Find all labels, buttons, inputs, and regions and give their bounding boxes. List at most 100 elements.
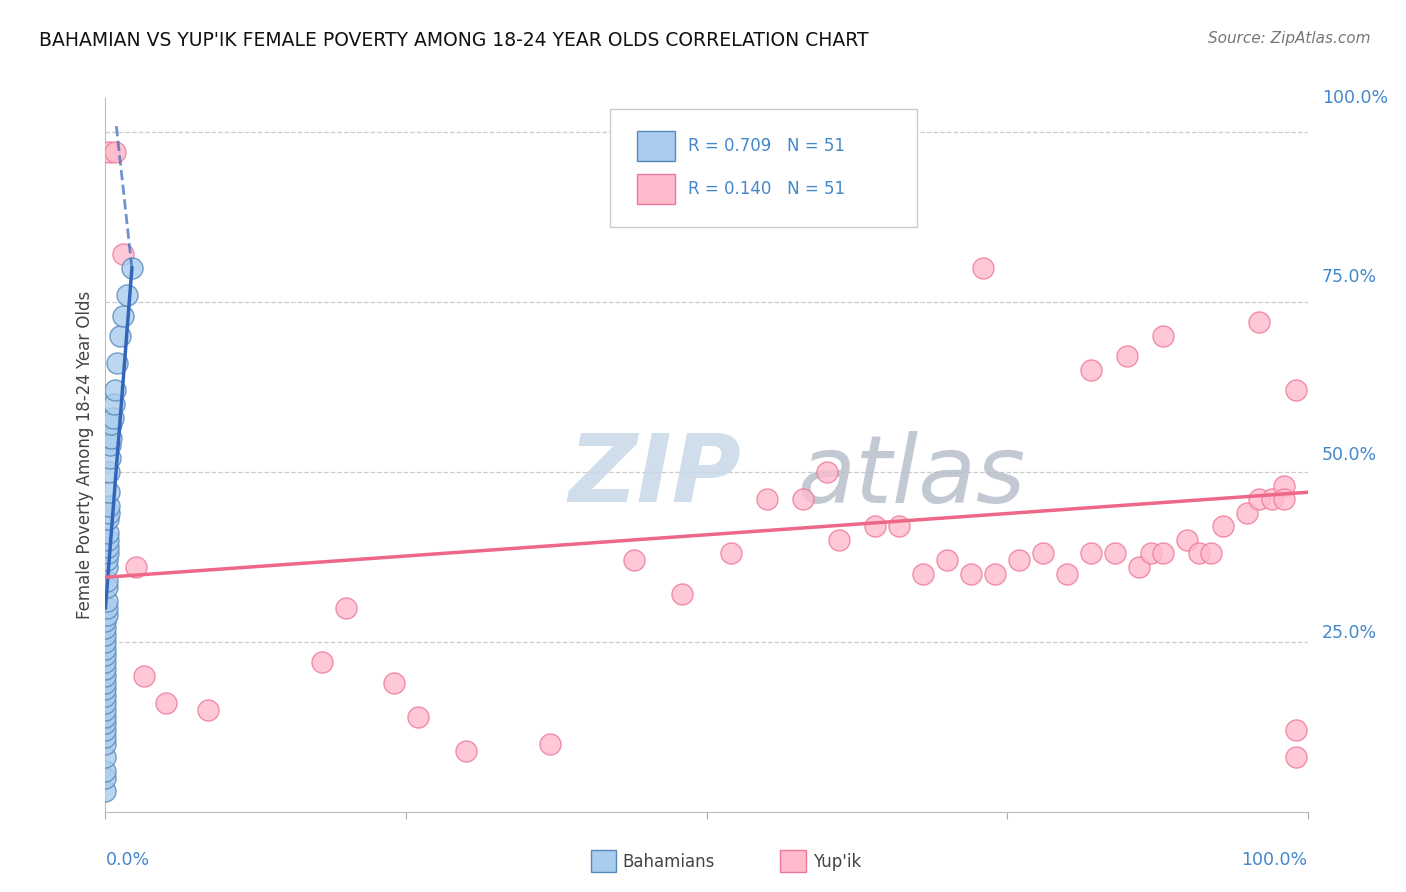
Text: atlas: atlas (797, 431, 1025, 522)
Point (96, 594, 118, 608)
Point (94, 675, 117, 690)
Point (94, 621, 117, 635)
Point (98, 438, 121, 452)
Point (96, 560, 118, 574)
Point (406, 709, 429, 723)
Point (96, 607, 118, 622)
Point (94, 662, 117, 676)
Point (936, 553, 959, 567)
Point (984, 566, 1007, 581)
Point (98, 506, 121, 520)
Point (97, 533, 120, 547)
Point (1032, 546, 1054, 560)
Point (1272, 492, 1295, 507)
Point (1140, 546, 1163, 560)
Y-axis label: Female Poverty Among 18-24 Year Olds: Female Poverty Among 18-24 Year Olds (76, 291, 94, 619)
Text: R = 0.709   N = 51: R = 0.709 N = 51 (689, 137, 845, 155)
Point (335, 600, 357, 615)
Point (97, 512, 120, 526)
Text: 75.0%: 75.0% (1322, 268, 1376, 285)
Point (94, 682, 117, 697)
Point (108, 329, 131, 343)
Point (94, 669, 117, 683)
Point (98, 499, 121, 513)
Point (94, 716, 117, 731)
Point (94, 648, 117, 663)
Text: Yup'ik: Yup'ik (813, 853, 860, 871)
Point (1249, 315, 1271, 329)
Point (94, 628, 117, 642)
Point (124, 560, 146, 574)
Point (100, 417, 122, 432)
Point (94, 750, 117, 764)
Text: 100.0%: 100.0% (1241, 851, 1308, 869)
Point (132, 669, 155, 683)
Text: 50.0%: 50.0% (1322, 446, 1376, 464)
Point (792, 492, 814, 507)
Point (815, 465, 838, 479)
Point (121, 260, 143, 275)
Point (112, 247, 135, 261)
Point (1201, 546, 1223, 560)
Point (1080, 546, 1102, 560)
Point (1116, 350, 1139, 364)
Point (94, 615, 117, 629)
Point (972, 260, 994, 275)
Point (94, 696, 117, 710)
Point (1272, 478, 1295, 492)
Point (97, 540, 120, 554)
Point (887, 519, 910, 533)
Point (98, 485, 121, 500)
Point (94, 737, 117, 751)
Point (1188, 546, 1211, 560)
Point (1175, 533, 1198, 547)
Point (94, 703, 117, 717)
Point (98, 145, 121, 160)
Point (96, 581, 118, 595)
Point (94, 641, 117, 656)
Text: Bahamians: Bahamians (623, 853, 716, 871)
Point (311, 655, 333, 669)
Point (100, 431, 122, 445)
Point (1128, 560, 1150, 574)
Point (94, 635, 117, 649)
Point (755, 492, 778, 507)
Text: Source: ZipAtlas.com: Source: ZipAtlas.com (1208, 31, 1371, 46)
Point (1008, 553, 1031, 567)
Text: ZIP: ZIP (568, 430, 741, 523)
Text: 25.0%: 25.0% (1322, 624, 1376, 642)
Point (1284, 723, 1306, 738)
Point (720, 546, 742, 560)
Point (97, 546, 120, 560)
Bar (637, 131, 675, 161)
Point (1080, 363, 1102, 377)
Point (454, 743, 477, 757)
Point (382, 675, 405, 690)
Point (94, 771, 117, 785)
Text: 100.0%: 100.0% (1322, 89, 1388, 107)
Point (94, 784, 117, 798)
Point (538, 737, 561, 751)
Bar (637, 174, 675, 203)
Point (94, 689, 117, 703)
Point (98, 451, 121, 466)
Point (623, 553, 645, 567)
Point (98, 465, 121, 479)
Point (671, 587, 693, 601)
Point (1284, 384, 1306, 398)
FancyBboxPatch shape (610, 109, 917, 227)
Point (94, 723, 117, 738)
Point (960, 566, 983, 581)
Point (197, 703, 219, 717)
Point (101, 410, 124, 425)
Point (1284, 750, 1306, 764)
Point (94, 730, 117, 744)
Point (1104, 546, 1126, 560)
Point (1249, 492, 1271, 507)
Point (828, 533, 851, 547)
Point (155, 696, 177, 710)
Point (96, 574, 118, 588)
Point (863, 519, 886, 533)
Point (94, 655, 117, 669)
Point (104, 145, 127, 160)
